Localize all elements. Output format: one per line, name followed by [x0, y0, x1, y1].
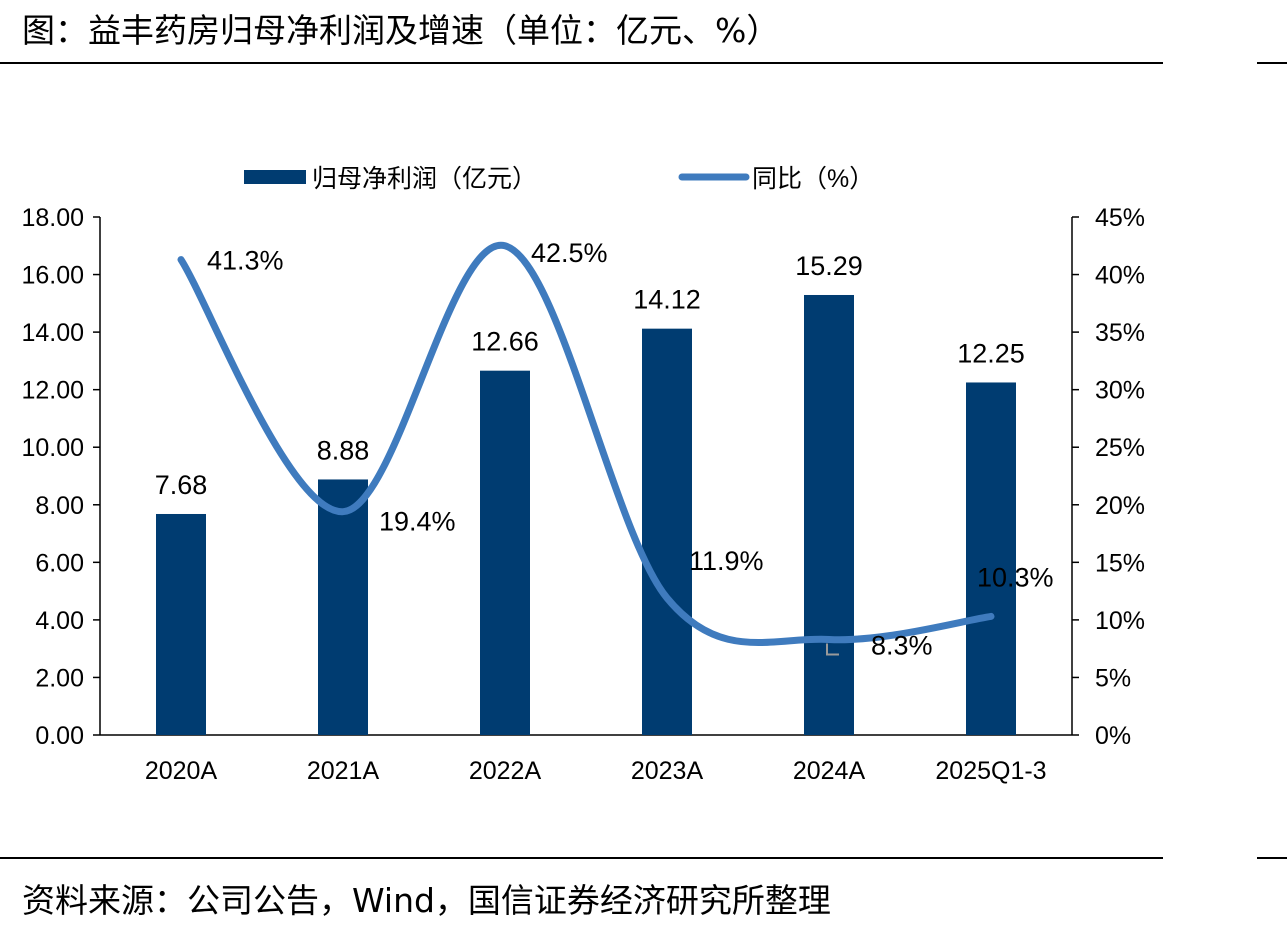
x-axis-tick-label: 2021A: [307, 757, 380, 785]
left-axis-tick-label: 4.00: [35, 607, 84, 635]
bottom-divider-right: [1257, 857, 1287, 859]
bar: [156, 513, 206, 735]
bar-data-label: 8.88: [317, 435, 370, 465]
left-axis-tick-label: 8.00: [35, 492, 84, 520]
right-axis-tick-label: 25%: [1095, 434, 1145, 462]
legend: 归母净利润（亿元） 同比（%）: [244, 165, 874, 193]
right-axis-tick-label: 20%: [1095, 492, 1145, 520]
source-note: 资料来源：公司公告，Wind，国信证券经济研究所整理: [22, 881, 831, 920]
bar-data-label: 7.68: [155, 470, 208, 500]
left-axis-tick-label: 16.00: [21, 262, 84, 290]
right-axis-tick-label: 5%: [1095, 664, 1131, 692]
left-axis-tick-label: 2.00: [35, 664, 84, 692]
x-axis-tick-label: 2025Q1-3: [935, 757, 1046, 785]
left-axis-tick-label: 14.00: [21, 319, 84, 347]
line-data-label: 41.3%: [207, 246, 284, 276]
line-data-label: 10.3%: [977, 562, 1054, 592]
left-axis-tick-label: 0.00: [35, 722, 84, 750]
right-axis-tick-label: 45%: [1095, 204, 1145, 232]
left-axis-tick-label: 10.00: [21, 434, 84, 462]
right-axis-tick-label: 10%: [1095, 607, 1145, 635]
right-axis-tick-label: 15%: [1095, 549, 1145, 577]
page-title: 图：益丰药房归母净利润及增速（单位：亿元、%）: [22, 11, 780, 50]
x-axis-tick-label: 2023A: [631, 757, 704, 785]
left-axis-tick-label: 6.00: [35, 549, 84, 577]
x-axis-tick-label: 2022A: [469, 757, 542, 785]
bar-data-label: 12.66: [471, 327, 539, 357]
legend-bar-label: 归母净利润（亿元）: [312, 165, 537, 193]
bar-data-label: 15.29: [795, 251, 863, 281]
top-divider-right: [1257, 62, 1287, 64]
line-data-label: 19.4%: [379, 507, 456, 537]
left-axis-tick-label: 12.00: [21, 377, 84, 405]
bar-data-label: 14.12: [633, 285, 701, 315]
bar: [966, 382, 1016, 735]
line-data-label: 11.9%: [689, 546, 764, 576]
line-data-label: 42.5%: [531, 238, 608, 268]
bar: [642, 328, 692, 735]
growth-line: [177, 242, 995, 646]
right-axis-tick-label: 40%: [1095, 262, 1145, 290]
right-axis-tick-label: 35%: [1095, 319, 1145, 347]
label-leader-line: [826, 643, 839, 656]
left-axis-tick-label: 18.00: [21, 204, 84, 232]
x-axis-tick-label: 2024A: [793, 757, 866, 785]
right-axis-tick-label: 30%: [1095, 377, 1145, 405]
legend-bar-swatch: [244, 170, 306, 184]
legend-line-label: 同比（%）: [752, 165, 874, 193]
bar: [480, 370, 530, 735]
x-axis-tick-label: 2020A: [145, 757, 218, 785]
line-data-label: 8.3%: [871, 630, 933, 660]
bar: [318, 479, 368, 735]
bottom-divider: [0, 857, 1163, 859]
bar: [804, 294, 854, 735]
right-axis-tick-label: 0%: [1095, 722, 1131, 750]
top-divider: [0, 62, 1163, 64]
bar-data-label: 12.25: [957, 338, 1025, 368]
